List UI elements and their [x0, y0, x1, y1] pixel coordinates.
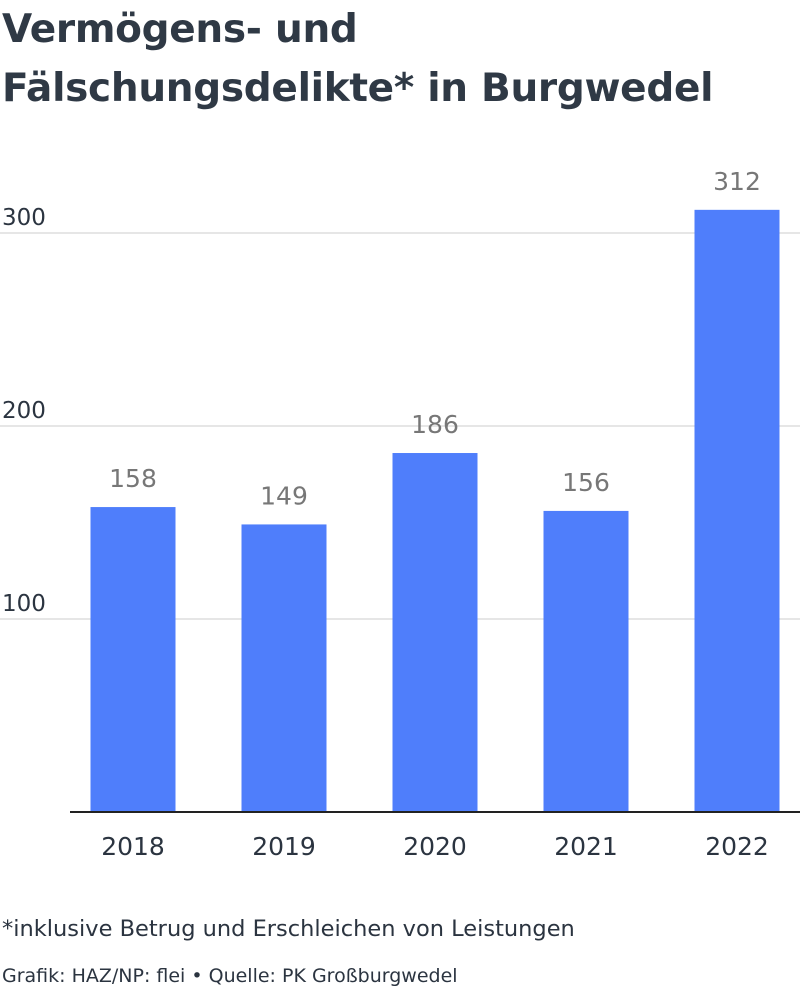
- source-credit: Grafik: HAZ/NP: flei • Quelle: PK Großbu…: [2, 965, 458, 987]
- data-label: 156: [562, 468, 610, 497]
- y-tick-label: 200: [2, 398, 46, 424]
- bar: [90, 507, 176, 812]
- x-tick-label: 2018: [101, 832, 165, 861]
- bar: [392, 453, 478, 812]
- data-label: 158: [109, 464, 157, 493]
- bar: [543, 510, 629, 812]
- data-label: 312: [713, 167, 761, 196]
- y-tick-label: 100: [2, 591, 46, 617]
- data-label: 186: [411, 410, 459, 439]
- x-tick-label: 2022: [705, 832, 769, 861]
- x-tick-label: 2020: [403, 832, 467, 861]
- bar: [694, 209, 780, 813]
- data-label: 149: [260, 481, 308, 510]
- x-tick-label: 2019: [252, 832, 316, 861]
- chart-title: Vermögens- und Fälschungsdelikte* in Bur…: [2, 0, 798, 118]
- footnote: *inklusive Betrug und Erschleichen von L…: [2, 916, 575, 942]
- bar: [241, 524, 327, 812]
- x-tick-label: 2021: [554, 832, 618, 861]
- bar-chart: 100 200 300 158 2018 149 2019 186 2020 156 2021 312…: [0, 167, 800, 861]
- y-tick-label: 300: [2, 205, 46, 231]
- chart-title-line-2: Fälschungsdelikte* in Burgwedel: [2, 66, 714, 111]
- chart-title-line-1: Vermögens- und: [2, 7, 358, 52]
